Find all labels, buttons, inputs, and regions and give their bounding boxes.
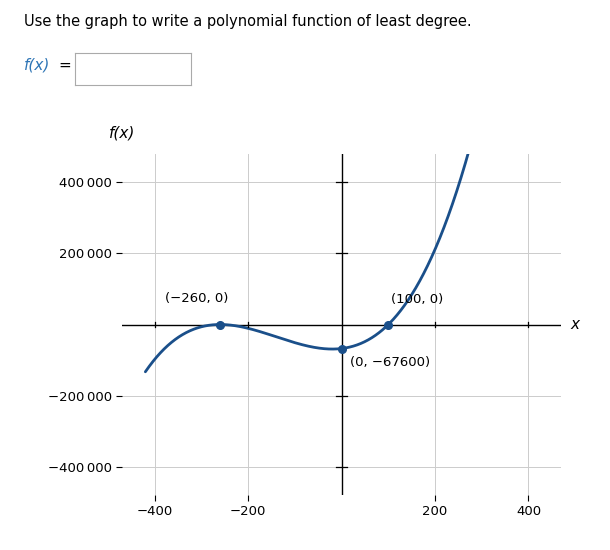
Text: x: x (570, 317, 579, 332)
Text: (100, 0): (100, 0) (390, 293, 443, 306)
Text: =: = (58, 58, 71, 73)
Text: (0, −67600): (0, −67600) (350, 356, 430, 370)
Text: f(x): f(x) (109, 125, 135, 140)
Text: Use the graph to write a polynomial function of least degree.: Use the graph to write a polynomial func… (24, 14, 472, 29)
Text: (−260, 0): (−260, 0) (165, 292, 228, 305)
Text: f(x): f(x) (24, 58, 51, 73)
